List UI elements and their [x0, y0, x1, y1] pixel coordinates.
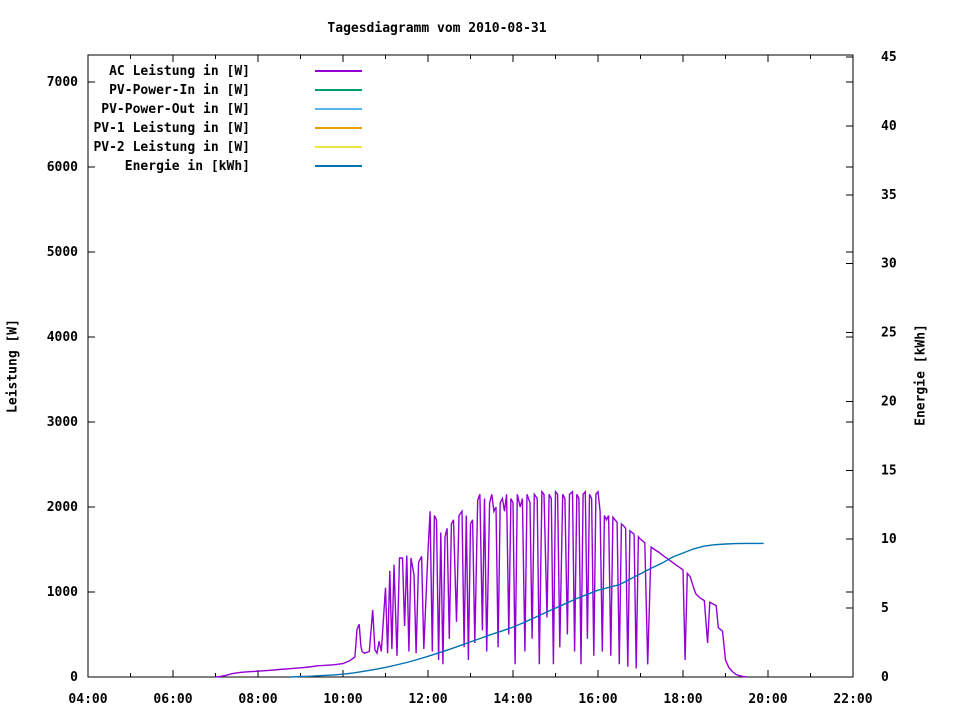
y-left-tick-label: 5000	[47, 245, 78, 260]
y-right-tick-label: 40	[881, 119, 897, 134]
y-left-tick-label: 0	[70, 670, 78, 685]
x-tick-label: 20:00	[748, 692, 787, 707]
y-left-tick-label: 1000	[47, 585, 78, 600]
series-line	[215, 489, 747, 678]
y-left-tick-label: 3000	[47, 415, 78, 430]
y-right-tick-label: 15	[881, 463, 897, 478]
y-right-tick-label: 30	[881, 257, 897, 272]
y-right-tick-label: 25	[881, 326, 897, 341]
x-tick-label: 04:00	[68, 692, 107, 707]
legend-label: PV-1 Leistung in [W]	[93, 121, 250, 136]
x-tick-label: 14:00	[493, 692, 532, 707]
legend-label: PV-Power-Out in [W]	[101, 102, 250, 117]
x-tick-label: 08:00	[238, 692, 277, 707]
x-tick-label: 06:00	[153, 692, 192, 707]
y-left-tick-label: 2000	[47, 500, 78, 515]
y-right-tick-label: 5	[881, 601, 889, 616]
chart-title: Tagesdiagramm vom 2010-08-31	[327, 21, 547, 36]
y-left-tick-label: 6000	[47, 160, 78, 175]
x-tick-label: 10:00	[323, 692, 362, 707]
x-tick-label: 18:00	[663, 692, 702, 707]
legend-label: PV-2 Leistung in [W]	[93, 140, 250, 155]
y-right-tick-label: 20	[881, 394, 897, 409]
y-right-tick-label: 0	[881, 670, 889, 685]
x-tick-label: 22:00	[833, 692, 872, 707]
y-right-tick-label: 10	[881, 532, 897, 547]
y-right-tick-label: 35	[881, 188, 897, 203]
series-line	[289, 542, 764, 678]
legend-label: Energie in [kWh]	[125, 159, 250, 174]
y-left-tick-label: 4000	[47, 330, 78, 345]
legend-label: PV-Power-In in [W]	[109, 83, 250, 98]
x-tick-label: 16:00	[578, 692, 617, 707]
x-tick-label: 12:00	[408, 692, 447, 707]
y-right-tick-label: 45	[881, 50, 897, 65]
legend-label: AC Leistung in [W]	[109, 64, 250, 79]
y-left-tick-label: 7000	[47, 75, 78, 90]
